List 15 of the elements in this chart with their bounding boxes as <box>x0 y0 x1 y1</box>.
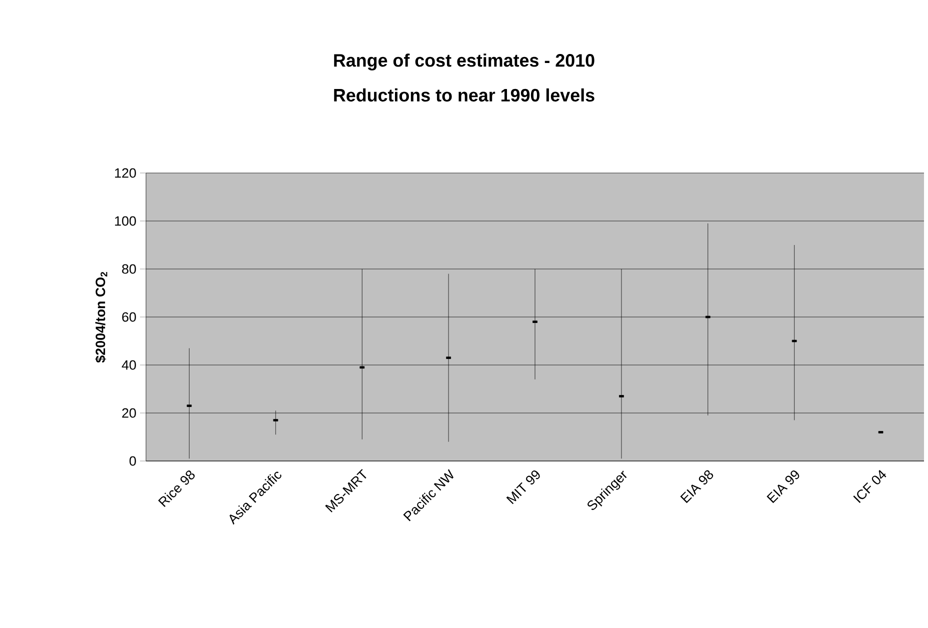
y-tick-label: 20 <box>122 408 136 418</box>
y-tick-label: 120 <box>115 168 136 178</box>
y-tick-label: 60 <box>122 312 136 322</box>
chart-title: Range of cost estimates - 2010 <box>334 54 594 70</box>
x-tick-label: EIA 98 <box>680 470 714 504</box>
y-tick-label: 100 <box>115 216 136 226</box>
y-tick-label: 80 <box>122 264 136 274</box>
y-tick-label: 0 <box>130 456 136 466</box>
chart-subtitle: Reductions to near 1990 levels <box>334 88 594 102</box>
x-tick-label: EIA 99 <box>766 470 800 504</box>
x-tick-label: Rice 98 <box>158 470 195 508</box>
x-tick-label: MIT 99 <box>506 470 540 504</box>
y-tick-label: 40 <box>122 360 136 370</box>
x-tick-label: ICF 04 <box>853 470 886 503</box>
y-axis-title: $2004/ton CO$_{2}$ <box>95 272 108 363</box>
